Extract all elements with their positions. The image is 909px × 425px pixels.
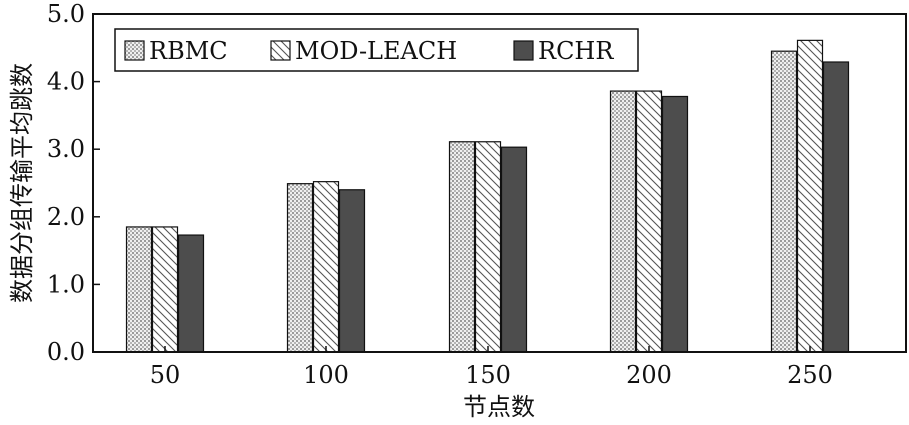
legend-label-rchr: RCHR — [538, 37, 614, 65]
y-tick-label: 1.0 — [47, 270, 85, 298]
bar-rbmc-50 — [125, 226, 153, 353]
bar-mod-leach-150 — [474, 141, 502, 353]
bar-mod-leach-50 — [151, 226, 179, 353]
bar-rbmc-200 — [609, 90, 637, 353]
x-tick-label: 250 — [787, 361, 833, 389]
legend-item-rbmc: RBMC — [124, 37, 228, 65]
y-tick-label: 3.0 — [47, 135, 85, 163]
bar-rbmc-150 — [448, 141, 476, 353]
bar-mod-leach-200 — [635, 90, 663, 353]
x-tick-label: 50 — [150, 361, 181, 389]
x-axis: 50 100 150 200 250 — [150, 346, 833, 389]
bar-rchr-200 — [661, 95, 689, 353]
y-tick-label: 2.0 — [47, 203, 85, 231]
y-axis-label: 数据分组传输平均跳数 — [8, 63, 36, 303]
legend-swatch-rbmc — [124, 40, 145, 61]
bar-mod-leach-100 — [312, 181, 340, 353]
bar-rchr-250 — [822, 61, 850, 353]
legend-item-mod-leach: MOD-LEACH — [270, 37, 457, 65]
bar-rchr-100 — [338, 189, 366, 353]
legend: RBMC MOD-LEACH RCHR — [114, 28, 639, 72]
y-axis: 0.0 1.0 2.0 3.0 4.0 5.0 — [47, 0, 100, 366]
bar-rbmc-250 — [770, 50, 798, 353]
x-tick-label: 200 — [626, 361, 672, 389]
x-tick-label: 150 — [465, 361, 511, 389]
bar-rbmc-100 — [286, 183, 314, 353]
legend-swatch-mod-leach — [270, 40, 291, 61]
bars-layer — [125, 39, 850, 353]
bar-rchr-150 — [500, 146, 528, 353]
plot-frame — [92, 13, 907, 353]
axes-layer — [92, 13, 907, 353]
legend-label-mod-leach: MOD-LEACH — [295, 37, 457, 65]
bar-mod-leach-250 — [796, 39, 824, 353]
legend-swatch-rchr — [513, 40, 534, 61]
legend-label-rbmc: RBMC — [149, 37, 228, 65]
legend-item-rchr: RCHR — [513, 37, 614, 65]
y-tick-label: 5.0 — [47, 0, 85, 28]
y-tick-label: 4.0 — [47, 68, 85, 96]
bar-rchr-50 — [177, 234, 205, 353]
x-tick-label: 100 — [303, 361, 349, 389]
legend-frame — [114, 28, 639, 72]
y-tick-label: 0.0 — [47, 338, 85, 366]
x-axis-label: 节点数 — [463, 393, 535, 421]
